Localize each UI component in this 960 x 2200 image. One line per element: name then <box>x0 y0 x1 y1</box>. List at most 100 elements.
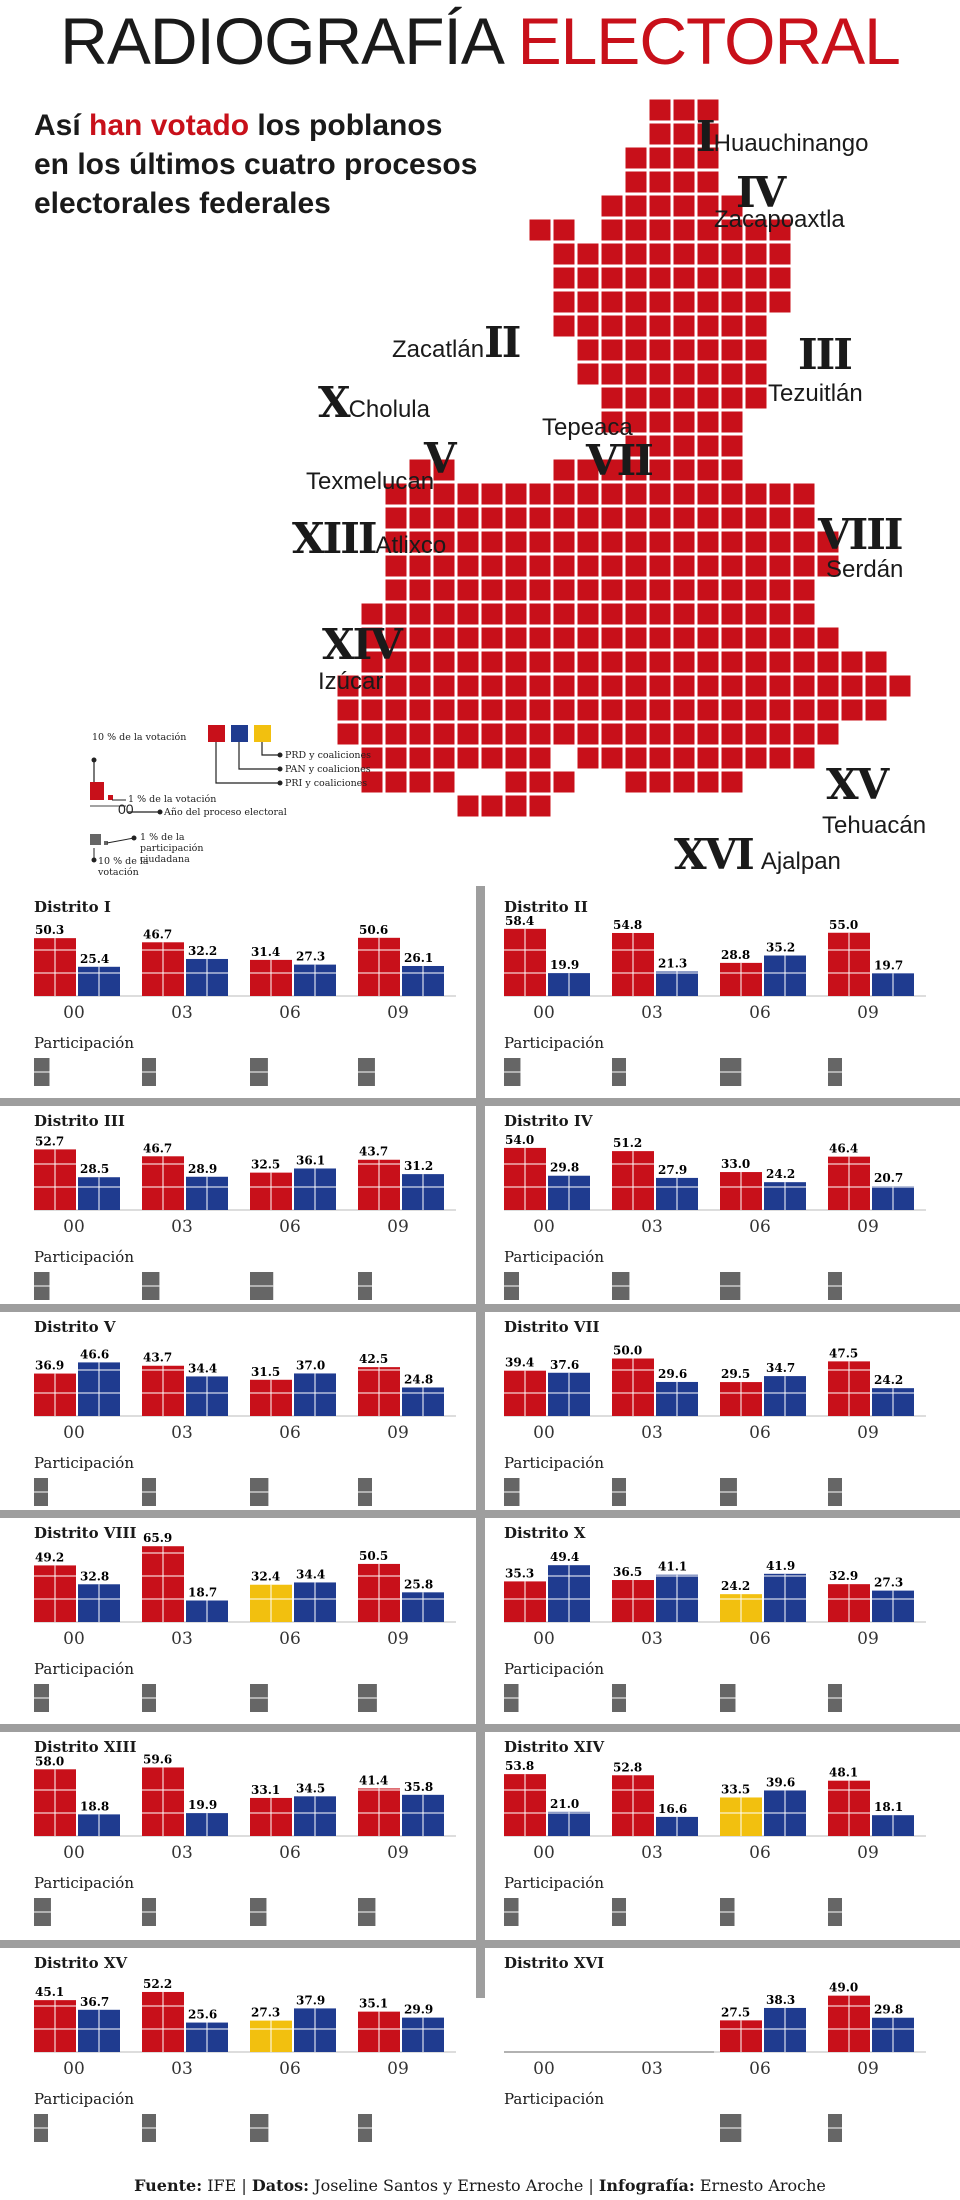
map-cell <box>529 675 551 697</box>
map-cell <box>601 291 623 313</box>
year-label: 09 <box>387 1629 409 1649</box>
map-cell <box>697 747 719 769</box>
map-cell <box>577 267 599 289</box>
map-cell <box>409 507 431 529</box>
map-cell <box>649 123 671 145</box>
map-cell <box>409 531 431 553</box>
map-cell <box>889 675 911 697</box>
pri-value-label: 59.6 <box>143 1752 172 1766</box>
map-cell <box>673 99 695 121</box>
page-subtitle: Así han votado los poblanos en los últim… <box>34 106 554 223</box>
map-cell <box>817 531 839 553</box>
map-cell <box>433 483 455 505</box>
map-cell <box>649 219 671 241</box>
map-cell <box>601 195 623 217</box>
district-panel: Distrito III 00 52.7 28.5 03 46.7 28.9 06 32.5 36… <box>34 1100 474 1304</box>
map-cell <box>529 747 551 769</box>
map-cell <box>697 315 719 337</box>
map-cell <box>721 387 743 409</box>
year-label: 06 <box>279 1843 301 1863</box>
map-cell <box>673 363 695 385</box>
district-chart: 00 49.2 32.8 03 65.9 18.7 06 32.4 34.4 09 50.5 25.8 <box>34 1531 456 1712</box>
pri-value-label: 53.8 <box>505 1759 534 1773</box>
map-cell <box>793 651 815 673</box>
participation-label: Participación <box>504 1248 604 1266</box>
map-cell <box>649 195 671 217</box>
pri-value-label: 49.2 <box>35 1550 64 1564</box>
district-chart: 00 58.4 19.9 03 54.8 21.3 06 28.8 35.2 09 55.0 19.7 <box>504 914 926 1086</box>
map-cell <box>673 771 695 793</box>
map-cell <box>697 651 719 673</box>
title-part-1: RADIOGRAFÍA <box>60 4 501 78</box>
map-label-distrito-v-name: Texmelucan <box>306 468 435 495</box>
map-cell <box>577 363 599 385</box>
participation-label: Participación <box>34 1874 134 1892</box>
pri-value-label: 50.5 <box>359 1549 388 1563</box>
map-cell <box>529 795 551 817</box>
pan-value-label: 37.9 <box>296 1993 325 2007</box>
map-label-distrito-xiv-name: Izúcar <box>318 668 384 695</box>
map-cell <box>697 579 719 601</box>
map-cell <box>601 531 623 553</box>
map-cell <box>625 723 647 745</box>
map-cell <box>409 771 431 793</box>
map-cell <box>673 483 695 505</box>
year-label: 00 <box>63 1629 85 1649</box>
map-cell <box>673 507 695 529</box>
year-label: 03 <box>641 1003 663 1023</box>
map-cell <box>601 387 623 409</box>
map-cell <box>385 555 407 577</box>
map-cell <box>673 435 695 457</box>
map-cell <box>433 747 455 769</box>
map-cell <box>361 771 383 793</box>
map-cell <box>673 531 695 553</box>
map-cell <box>577 651 599 673</box>
year-label: 03 <box>171 2059 193 2079</box>
map-cell <box>721 579 743 601</box>
map-cell <box>601 627 623 649</box>
year-label: 09 <box>857 1003 879 1023</box>
year-label: 03 <box>171 1423 193 1443</box>
map-cell <box>361 603 383 625</box>
map-cell <box>505 651 527 673</box>
district-title: Distrito V <box>34 1318 116 1336</box>
map-cell <box>697 531 719 553</box>
year-label: 00 <box>533 1423 555 1443</box>
map-cell <box>625 171 647 193</box>
year-label: 09 <box>387 1843 409 1863</box>
pri-value-label: 33.1 <box>251 1783 280 1797</box>
participation-label: Participación <box>34 1248 134 1266</box>
district-title: Distrito XIV <box>504 1738 605 1756</box>
map-cell <box>769 747 791 769</box>
year-label: 09 <box>387 1217 409 1237</box>
map-cell <box>625 411 647 433</box>
map-cell <box>649 387 671 409</box>
subtitle-line-3: electorales federales <box>34 187 331 220</box>
horizontal-separator <box>0 1304 960 1312</box>
year-label: 06 <box>279 1003 301 1023</box>
map-cell <box>793 483 815 505</box>
year-label: 03 <box>171 1003 193 1023</box>
map-cell <box>577 459 599 481</box>
pan-value-label: 18.8 <box>80 1799 109 1813</box>
legend-prd-swatch <box>254 725 271 742</box>
pan-value-label: 25.6 <box>188 2008 217 2022</box>
map-cell <box>697 147 719 169</box>
map-cell <box>553 555 575 577</box>
map-label-distrito-x: XCholula <box>318 378 430 427</box>
map-cell <box>769 531 791 553</box>
year-label: 09 <box>857 1217 879 1237</box>
map-cell <box>745 699 767 721</box>
year-label: 09 <box>857 1423 879 1443</box>
map-cell <box>481 603 503 625</box>
map-cell <box>697 723 719 745</box>
map-cell <box>409 555 431 577</box>
map-cell <box>649 435 671 457</box>
map-cell <box>649 531 671 553</box>
year-label: 00 <box>533 1003 555 1023</box>
district-chart: 00 03 06 27.5 38.3 09 49.0 29.8 <box>504 1981 926 2142</box>
map-cell <box>577 627 599 649</box>
pan-value-label: 34.4 <box>296 1567 325 1581</box>
map-cell <box>649 579 671 601</box>
map-cell <box>553 459 575 481</box>
